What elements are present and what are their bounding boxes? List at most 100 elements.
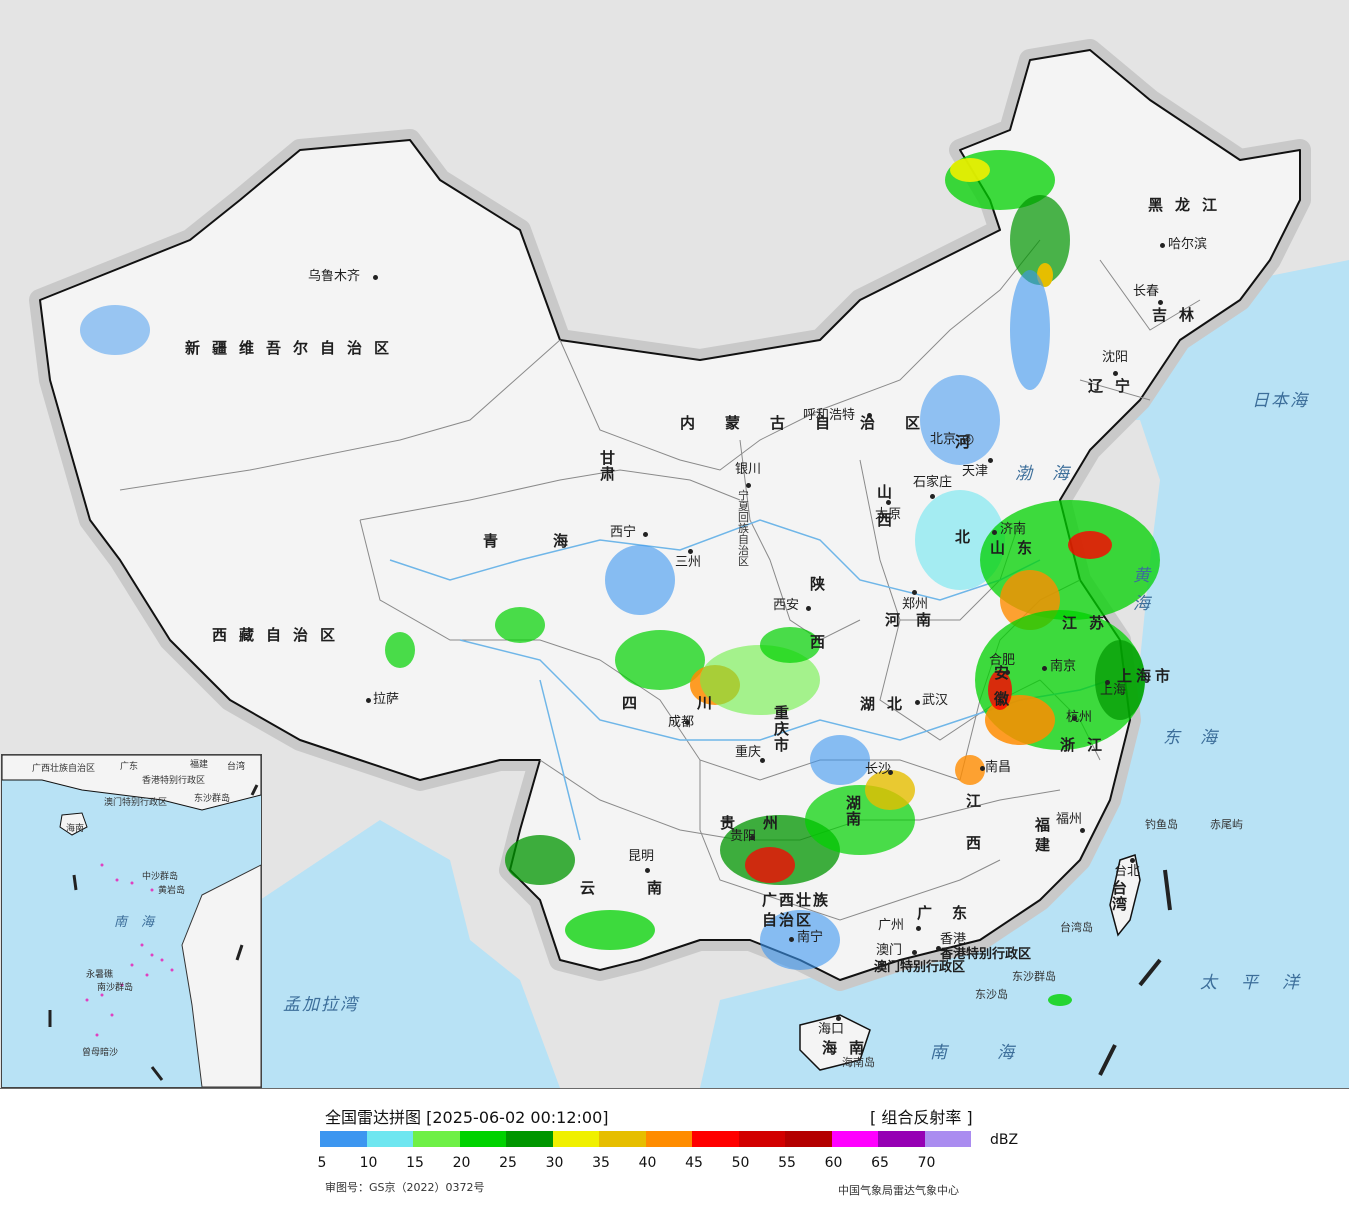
colorbar-swatch <box>552 1131 599 1147</box>
sea-japan: 日本海 <box>1252 391 1309 411</box>
island-taiwan: 台湾岛 <box>1060 921 1093 934</box>
colorbar-tick-label: 30 <box>545 1155 564 1171</box>
colorbar-swatch <box>413 1131 460 1147</box>
province-hubei: 湖北 <box>860 695 915 713</box>
inset-hongkong: 香港特别行政区 <box>142 776 206 786</box>
colorbar-tick-label: 20 <box>452 1155 471 1171</box>
city-wuhan: 武汉 <box>922 693 949 708</box>
city-nanchang: 南昌 <box>985 760 1012 775</box>
inset-hainan: 海南 <box>66 824 85 834</box>
sea-yellow: 黄海 <box>1133 566 1150 614</box>
colorbar-swatch <box>459 1131 506 1147</box>
colorbar-swatch <box>320 1131 367 1147</box>
inset-nansha: 南沙群岛 <box>97 983 134 993</box>
province-xizang: 西藏自治区 <box>212 626 348 644</box>
inset-guangdong: 广东 <box>120 762 139 772</box>
inset-yongshu: 永暑礁 <box>86 970 114 980</box>
province-xinjiang: 新疆维吾尔自治区 <box>185 339 402 357</box>
city-hohhot: 呼和浩特 <box>803 408 856 423</box>
island-dongsha-group: 东沙群岛 <box>1012 970 1056 983</box>
sea-bohai: 渤海 <box>1015 464 1089 484</box>
province-guangdong: 广东 <box>917 904 988 922</box>
city-tianjin: 天津 <box>962 464 989 479</box>
province-liaoning: 辽宁 <box>1088 377 1143 395</box>
colorbar-swatch <box>692 1131 739 1147</box>
sea-pacific: 太平洋 <box>1200 973 1323 993</box>
colorbar-tick-label: 15 <box>406 1155 424 1171</box>
city-aomen: 澳门 <box>876 943 903 958</box>
colorbar-swatch <box>599 1131 646 1147</box>
province-guizhou: 贵州 <box>720 814 807 832</box>
city-beijing-label: 北京 <box>930 432 957 447</box>
city-nanjing: 南京 <box>1050 659 1077 674</box>
legend-panel: 全国雷达拼图 [2025-06-02 00:12:00] [ 组合反射率 ] 5… <box>0 1089 1349 1208</box>
province-gansu: 甘肃 <box>600 449 616 483</box>
inset-dongsha: 东沙群岛 <box>194 794 231 804</box>
colorbar-tick-label: 10 <box>359 1155 378 1171</box>
inset-canvas <box>2 755 261 1087</box>
colorbar-swatch <box>506 1131 553 1147</box>
city-urumqi: 乌鲁木齐 <box>308 269 361 284</box>
approval-number: 审图号：GS京（2022）0372号 <box>325 1181 485 1194</box>
city-guangzhou: 广州 <box>878 918 905 933</box>
inset-fujian: 福建 <box>190 760 209 770</box>
province-sichuan: 四川 <box>622 694 773 712</box>
city-taiyuan: 太原 <box>875 507 902 522</box>
colorbar-swatch <box>878 1131 925 1147</box>
map-canvas <box>29 39 1349 1088</box>
city-changsha: 长沙 <box>865 762 892 777</box>
city-xianggang: 香港 <box>940 932 967 947</box>
sea-south: 南海 <box>930 1043 1064 1063</box>
province-shaanxi: 陕西 <box>810 575 826 651</box>
city-lanzhou: 三州 <box>675 555 702 570</box>
city-chengdu: 成都 <box>668 715 695 730</box>
colorbar-tick-label: 35 <box>592 1155 610 1171</box>
island-hainan: 海南岛 <box>842 1056 875 1069</box>
province-ningxia: 宁夏回族自治区 <box>738 489 749 568</box>
inset-taiwan: 台湾 <box>227 762 246 772</box>
province-hongkong: 香港特别行政区 <box>940 947 1032 962</box>
east-sea-area <box>700 260 1349 1088</box>
island-dongsha: 东沙岛 <box>975 988 1008 1001</box>
city-kunming: 昆明 <box>628 849 655 864</box>
city-lhasa: 拉萨 <box>373 692 400 707</box>
province-qinghai: 青海 <box>483 532 624 550</box>
colorbar-tick-label: 65 <box>871 1155 889 1171</box>
city-shanghai: 上海 <box>1100 683 1127 698</box>
colorbar-swatch <box>831 1131 878 1147</box>
city-xian: 西安 <box>773 598 800 613</box>
colorbar-swatch <box>366 1131 413 1147</box>
province-henan: 河南 <box>885 611 948 629</box>
south-china-sea-inset: 广西壮族自治区 广东 福建 台湾 香港特别行政区 澳门特别行政区 东沙群岛 海南… <box>1 754 262 1088</box>
city-harbin: 哈尔滨 <box>1168 237 1208 252</box>
inset-zhongsha: 中沙群岛 <box>142 872 179 882</box>
province-jilin: 吉林 <box>1152 306 1207 324</box>
city-jinan: 济南 <box>1000 522 1027 537</box>
inset-macao: 澳门特别行政区 <box>104 798 168 808</box>
colorbar-tick-label: 50 <box>731 1155 750 1171</box>
city-hangzhou: 杭州 <box>1066 710 1093 725</box>
city-xining: 西宁 <box>610 525 637 540</box>
colorbar-swatch <box>645 1131 692 1147</box>
colorbar-tick-label: 40 <box>638 1155 657 1171</box>
province-yunnan: 云南 <box>580 879 715 897</box>
legend-unit: dBZ <box>990 1132 1019 1148</box>
colorbar-tick-label: 45 <box>685 1155 703 1171</box>
colorbar-tick-label: 5 <box>317 1155 327 1171</box>
sea-bengal: 孟加拉湾 <box>283 995 359 1015</box>
inset-huangyan: 黄岩岛 <box>158 886 186 896</box>
maritime-boundary-dashes <box>1098 869 1172 1076</box>
radar-echoes <box>80 150 1160 1006</box>
province-shandong: 山东 <box>990 539 1045 557</box>
city-nanning: 南宁 <box>797 930 824 945</box>
city-guiyang: 贵阳 <box>730 829 757 844</box>
inset-zengmu: 曾母暗沙 <box>82 1048 119 1058</box>
city-shijiazhuang: 石家庄 <box>913 475 953 490</box>
taiwan-island-shape <box>1109 854 1141 937</box>
province-guangxi: 广西壮族自治区 <box>762 891 831 929</box>
province-jiangxi: 江西 <box>966 792 982 852</box>
agency-credit: 中国气象局雷达气象中心 <box>838 1184 959 1197</box>
colorbar <box>320 1131 971 1147</box>
city-taibei: 台北 <box>1114 864 1141 879</box>
city-yinchuan: 银川 <box>735 462 762 477</box>
